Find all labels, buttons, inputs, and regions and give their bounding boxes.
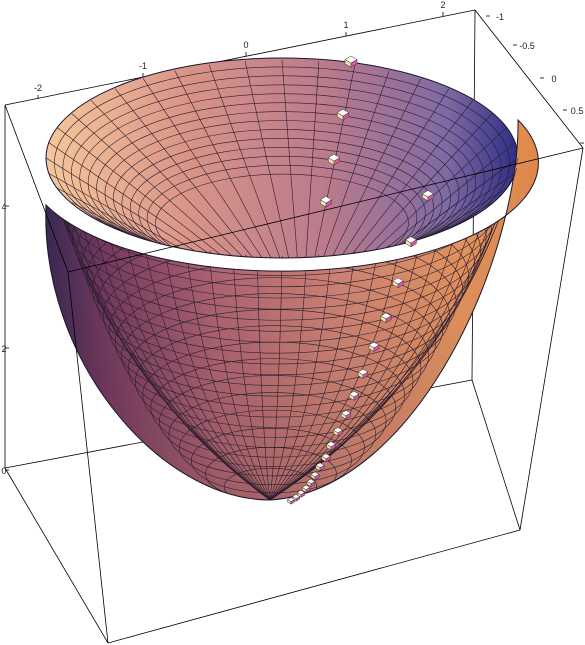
- trajectory-marker: [315, 462, 325, 472]
- bounding-box-front: [4, 104, 584, 644]
- x-axis-ticks: -2 -1 0 1 2: [34, 0, 446, 99]
- y-tick-3: 0.5: [563, 106, 583, 116]
- trajectory-markers: [287, 55, 435, 505]
- y-tick-1: -0.5: [513, 41, 535, 51]
- trajectory-marker: [301, 484, 311, 493]
- x-tick-2: 0: [243, 40, 249, 56]
- trajectory-marker: [306, 478, 316, 488]
- x-tick-label: -2: [34, 83, 42, 93]
- x-tick-label: 2: [440, 0, 445, 10]
- trajectory-marker: [368, 341, 380, 352]
- trajectory-marker: [336, 108, 350, 121]
- trajectory-marker: [296, 489, 306, 498]
- trajectory-marker: [310, 471, 320, 481]
- x-tick-label: 0: [243, 40, 248, 50]
- trajectory-marker: [380, 312, 392, 324]
- z-axis-ticks: 0 2 4: [1, 202, 9, 476]
- y-tick-2: 0: [540, 74, 557, 84]
- x-tick-4: 2: [440, 0, 446, 16]
- x-tick-1: -1: [139, 61, 147, 77]
- x-tick-label: 1: [343, 20, 348, 30]
- x-tick-label: -1: [139, 61, 147, 71]
- trajectory-marker: [327, 153, 341, 166]
- trajectory-marker: [357, 368, 369, 379]
- trajectory-marker: [405, 236, 417, 248]
- bowl-inner-surface: [45, 57, 519, 259]
- y-axis-ticks: -1 -0.5 0 0.5 1: [486, 12, 584, 144]
- y-tick-label: -0.5: [519, 41, 535, 51]
- trajectory-marker: [421, 190, 435, 202]
- trajectory-marker: [340, 410, 352, 420]
- x-tick-0: -2: [34, 83, 42, 99]
- y-tick-label: 0: [551, 74, 556, 84]
- trajectory-marker: [348, 390, 360, 401]
- y-tick-0: -1: [486, 12, 504, 22]
- trajectory-marker: [332, 427, 344, 437]
- trajectory-marker: [344, 55, 358, 68]
- trajectory-marker: [287, 497, 295, 505]
- z-tick-0: 0: [1, 466, 9, 476]
- z-tick-label: 0: [1, 466, 6, 476]
- z-tick-label: 4: [1, 202, 6, 212]
- trajectory-marker: [392, 277, 404, 289]
- z-tick-1: 2: [1, 344, 9, 354]
- trajectory-marker: [326, 441, 336, 451]
- trajectory-marker: [319, 196, 333, 208]
- y-tick-4: 1: [580, 142, 584, 144]
- x-tick-3: 1: [343, 20, 349, 36]
- y-tick-label: 0.5: [571, 106, 584, 116]
- z-tick-2: 4: [1, 202, 9, 212]
- z-tick-label: 2: [1, 344, 6, 354]
- y-tick-label: -1: [496, 12, 504, 22]
- trajectory-marker: [321, 453, 331, 463]
